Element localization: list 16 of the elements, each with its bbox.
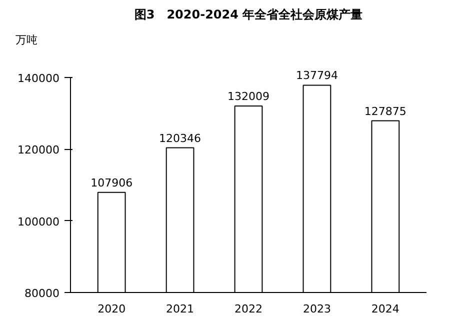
data-label: 127875 — [364, 104, 406, 118]
y-axis-title: 万吨 — [16, 34, 38, 46]
data-label: 107906 — [90, 176, 133, 190]
x-tick-label: 2022 — [234, 302, 263, 316]
data-label: 120346 — [159, 132, 202, 145]
y-tick-label: 100000 — [18, 215, 60, 228]
x-tick-label: 2024 — [371, 302, 400, 316]
y-tick-label: 80000 — [24, 287, 60, 300]
data-label: 137794 — [296, 69, 338, 82]
y-tick-label: 120000 — [18, 144, 60, 157]
y-tick-label: 140000 — [18, 72, 60, 85]
x-tick-label: 2021 — [166, 302, 194, 316]
data-label: 132009 — [228, 90, 270, 103]
chart-title: 图3 2020-2024 年全省全社会原煤产量 — [134, 8, 363, 22]
x-tick-label: 2023 — [302, 302, 331, 316]
x-tick-label: 2020 — [98, 302, 126, 316]
